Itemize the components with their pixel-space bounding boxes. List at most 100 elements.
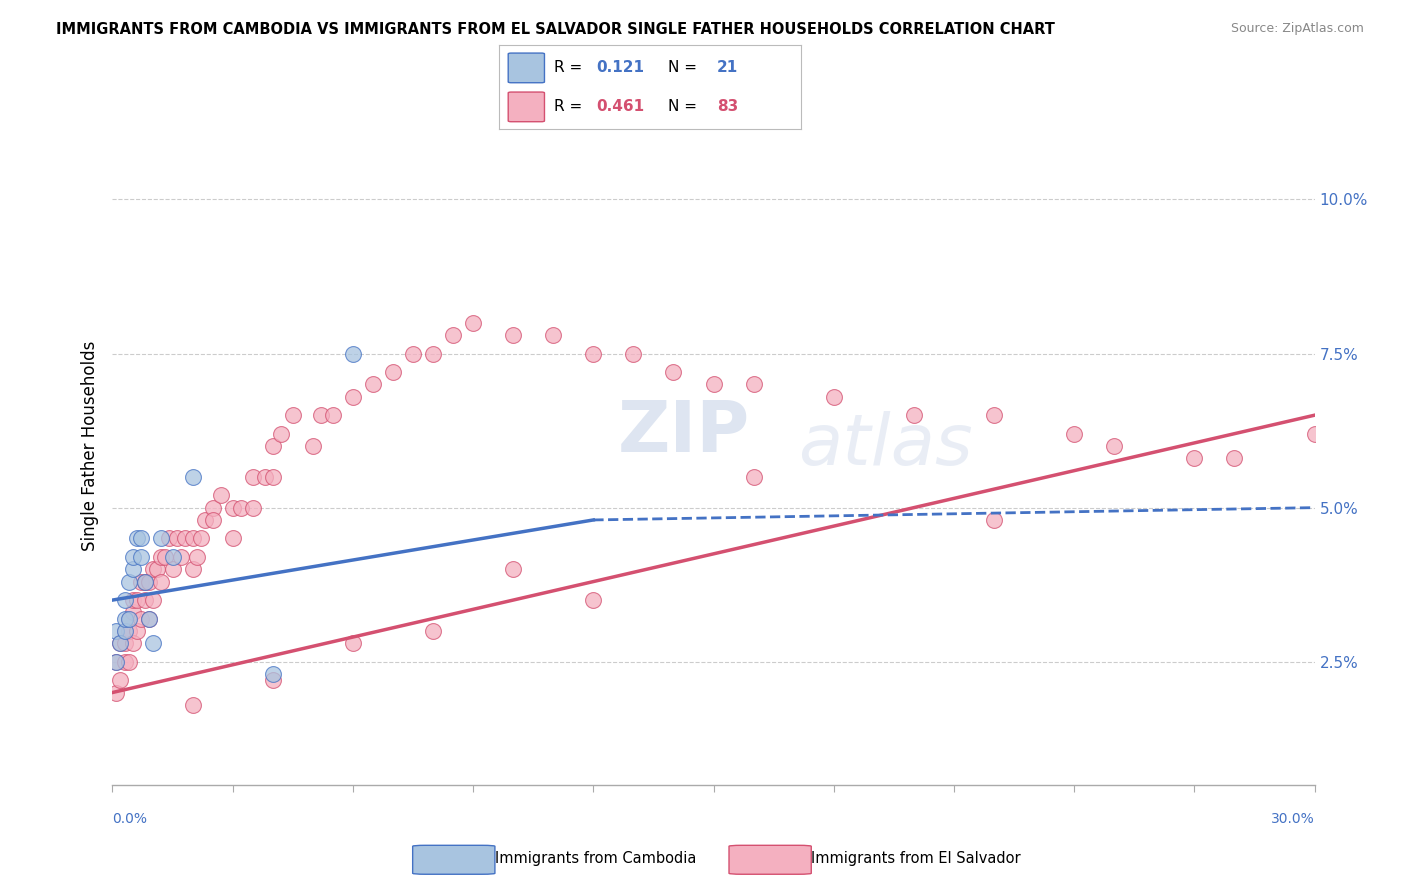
Point xyxy=(121,636,143,650)
Point xyxy=(117,611,139,625)
FancyBboxPatch shape xyxy=(508,92,544,121)
Point xyxy=(209,488,232,502)
Point xyxy=(222,532,245,546)
FancyBboxPatch shape xyxy=(508,54,544,83)
Point xyxy=(114,624,136,638)
Point xyxy=(1184,451,1206,466)
Point xyxy=(983,513,1005,527)
Point xyxy=(138,611,160,625)
Point xyxy=(342,346,364,360)
Point xyxy=(186,549,208,564)
Point xyxy=(621,346,644,360)
Point xyxy=(110,673,132,688)
Point xyxy=(181,470,204,484)
Point xyxy=(322,408,344,422)
Point xyxy=(145,562,167,576)
Point xyxy=(141,593,163,607)
Point xyxy=(194,513,217,527)
Point xyxy=(117,611,139,625)
Point xyxy=(742,377,765,392)
Point xyxy=(129,574,152,589)
Point xyxy=(662,365,685,379)
FancyBboxPatch shape xyxy=(728,846,811,874)
Point xyxy=(153,549,176,564)
Point xyxy=(422,346,444,360)
Point xyxy=(302,439,325,453)
Point xyxy=(121,606,143,620)
Text: 30.0%: 30.0% xyxy=(1271,812,1315,826)
Point xyxy=(114,636,136,650)
Point xyxy=(166,532,188,546)
Point xyxy=(422,624,444,638)
Point xyxy=(903,408,925,422)
Text: ZIP: ZIP xyxy=(617,398,749,467)
Text: Source: ZipAtlas.com: Source: ZipAtlas.com xyxy=(1230,22,1364,36)
Point xyxy=(134,574,156,589)
Text: 0.121: 0.121 xyxy=(596,60,644,75)
Point xyxy=(1102,439,1125,453)
Text: IMMIGRANTS FROM CAMBODIA VS IMMIGRANTS FROM EL SALVADOR SINGLE FATHER HOUSEHOLDS: IMMIGRANTS FROM CAMBODIA VS IMMIGRANTS F… xyxy=(56,22,1054,37)
Point xyxy=(117,574,139,589)
Point xyxy=(253,470,276,484)
Text: 83: 83 xyxy=(717,99,738,114)
Text: 0.461: 0.461 xyxy=(596,99,644,114)
Point xyxy=(242,470,264,484)
Point xyxy=(242,500,264,515)
Y-axis label: Single Father Households: Single Father Households xyxy=(80,341,98,551)
Point xyxy=(138,574,160,589)
Point xyxy=(702,377,725,392)
Text: atlas: atlas xyxy=(797,411,973,481)
Point xyxy=(173,532,195,546)
Point xyxy=(149,532,172,546)
Point xyxy=(169,549,191,564)
Point xyxy=(222,500,245,515)
Point xyxy=(262,667,284,681)
Point xyxy=(157,532,180,546)
Point xyxy=(742,470,765,484)
Point xyxy=(162,562,184,576)
Point xyxy=(110,636,132,650)
Point xyxy=(149,574,172,589)
Text: R =: R = xyxy=(554,99,586,114)
Point xyxy=(342,636,364,650)
Point xyxy=(281,408,304,422)
Point xyxy=(441,328,464,343)
Point xyxy=(129,549,152,564)
Text: Immigrants from El Salvador: Immigrants from El Salvador xyxy=(811,851,1021,866)
Point xyxy=(121,562,143,576)
Point xyxy=(105,624,128,638)
Point xyxy=(582,346,605,360)
Point xyxy=(129,532,152,546)
Point xyxy=(1223,451,1246,466)
Point xyxy=(309,408,332,422)
Point xyxy=(262,673,284,688)
Point xyxy=(181,562,204,576)
Point xyxy=(201,500,224,515)
Point xyxy=(121,593,143,607)
Point xyxy=(114,624,136,638)
Point xyxy=(125,624,148,638)
Point xyxy=(105,655,128,669)
Point xyxy=(229,500,252,515)
Point xyxy=(149,549,172,564)
Point xyxy=(190,532,212,546)
Point xyxy=(262,439,284,453)
Point xyxy=(134,593,156,607)
Point xyxy=(823,390,845,404)
Point xyxy=(382,365,405,379)
Point xyxy=(270,426,292,441)
Point xyxy=(983,408,1005,422)
Point xyxy=(129,611,152,625)
Point xyxy=(543,328,565,343)
Point xyxy=(105,655,128,669)
Point xyxy=(201,513,224,527)
Point xyxy=(502,328,524,343)
Point xyxy=(502,562,524,576)
Point xyxy=(134,574,156,589)
Point xyxy=(125,532,148,546)
Point xyxy=(262,470,284,484)
Point xyxy=(125,593,148,607)
Point xyxy=(121,549,143,564)
Text: N =: N = xyxy=(668,60,702,75)
Point xyxy=(114,593,136,607)
